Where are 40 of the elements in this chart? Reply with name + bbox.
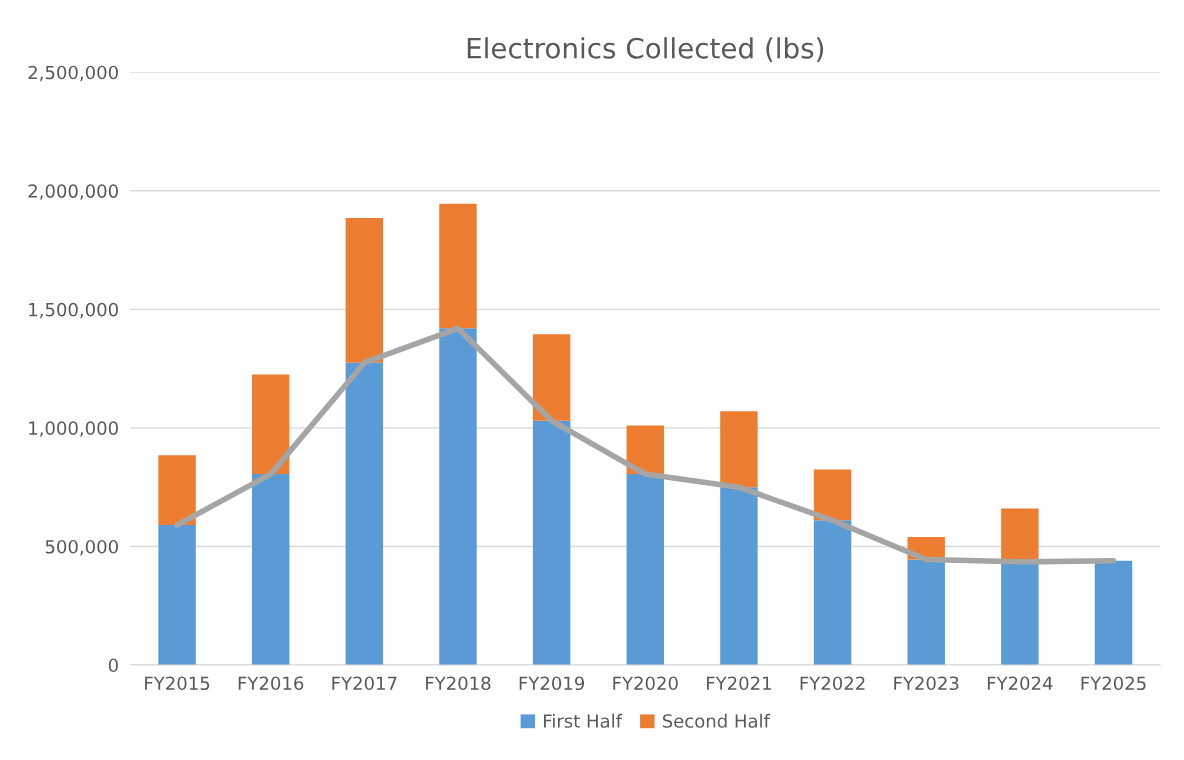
x-tick-label: FY2019	[519, 676, 585, 691]
bar	[813, 469, 852, 521]
x-tick-label: FY2025	[1081, 676, 1146, 691]
x-tick-label: FY2018	[426, 676, 491, 691]
x-tick-label: FY2021	[707, 676, 771, 691]
x-tick-label: FY2015	[145, 676, 210, 691]
y-tick-label: 1,000,000	[29, 421, 118, 437]
bar	[158, 455, 196, 526]
legend-label: First Half	[544, 713, 623, 728]
legend-label: Second Half	[662, 713, 771, 728]
bar	[720, 487, 758, 665]
bar	[907, 559, 945, 665]
y-tick-label: 1,500,000	[29, 302, 118, 319]
x-tick-label: FY2020	[613, 676, 678, 691]
x-tick-label: FY2023	[894, 676, 959, 691]
y-tick-label: 0	[108, 658, 118, 673]
chart-title: Electronics Collected (lbs)	[467, 37, 824, 62]
y-tick-label: 2,500,000	[28, 65, 118, 82]
bar	[345, 362, 384, 665]
x-tick-label: FY2024	[987, 676, 1053, 691]
bar	[158, 525, 196, 665]
y-tick-label: 500,000	[45, 539, 118, 556]
x-tick-label: FY2022	[800, 676, 865, 691]
bar	[626, 425, 665, 475]
bar	[626, 474, 665, 665]
y-tick-label: 2,000,000	[28, 184, 118, 200]
bar	[1094, 560, 1133, 665]
bar	[251, 474, 290, 665]
x-tick-label: FY2017	[332, 676, 397, 691]
bar	[532, 420, 571, 665]
x-tick-label: FY2016	[238, 676, 304, 691]
bar	[439, 328, 477, 665]
bar	[720, 411, 758, 488]
bar	[345, 218, 384, 363]
bar	[251, 374, 290, 475]
bar	[1001, 561, 1039, 665]
bar	[439, 203, 477, 329]
bar	[1001, 508, 1039, 562]
bar	[813, 520, 852, 665]
bar	[532, 334, 571, 421]
